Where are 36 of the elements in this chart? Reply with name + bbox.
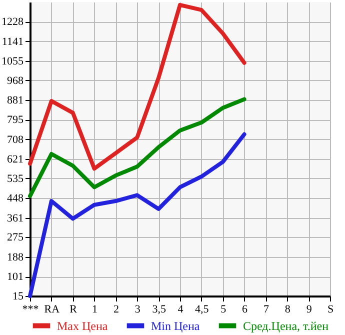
y-tick-label: 1055 bbox=[2, 55, 24, 68]
x-tick-label: 7 bbox=[263, 304, 270, 316]
x-tick-label: *** bbox=[22, 304, 39, 316]
line-series bbox=[28, 2, 246, 171]
y-tick-label: 188 bbox=[7, 251, 24, 264]
x-tick-label: 8 bbox=[284, 304, 291, 316]
y-tick-label: 708 bbox=[7, 134, 24, 146]
x-tick-label: 3,5 bbox=[152, 304, 166, 316]
x-tick-label: 9 bbox=[306, 304, 312, 316]
x-tick-label: RA bbox=[44, 304, 60, 316]
line-series bbox=[28, 132, 246, 298]
x-tick-label: 1 bbox=[92, 304, 98, 316]
legend-label: Min Цена bbox=[151, 318, 200, 333]
y-tick-label: 795 bbox=[7, 114, 24, 126]
x-tick-label: 3 bbox=[134, 304, 141, 316]
y-tick-label: 1228 bbox=[2, 16, 24, 28]
y-tick-label: 881 bbox=[7, 94, 24, 107]
x-tick-label: R bbox=[70, 304, 78, 316]
x-tick-label: 4 bbox=[178, 304, 184, 316]
y-tick-label: 101 bbox=[7, 271, 24, 284]
y-tick-label: 275 bbox=[7, 232, 24, 244]
y-tick-label: 15 bbox=[12, 290, 24, 302]
x-tick-label: 4,5 bbox=[195, 304, 210, 316]
y-tick-label: 621 bbox=[7, 153, 24, 166]
y-tick-label: 535 bbox=[7, 172, 24, 185]
y-tick-label: 448 bbox=[7, 192, 24, 205]
legend-label: Max Цена bbox=[57, 318, 108, 333]
x-tick-label: 6 bbox=[242, 304, 248, 316]
x-tick-label: S bbox=[327, 304, 334, 316]
line-series bbox=[28, 97, 246, 198]
y-tick-label: 361 bbox=[7, 212, 24, 224]
y-tick-label: 1141 bbox=[2, 36, 24, 48]
x-tick-label: 5 bbox=[220, 304, 227, 316]
x-tick-label: 2 bbox=[113, 304, 119, 316]
y-tick-label: 968 bbox=[7, 74, 24, 87]
legend-label: Сред.Цена, т.йен bbox=[243, 318, 330, 333]
